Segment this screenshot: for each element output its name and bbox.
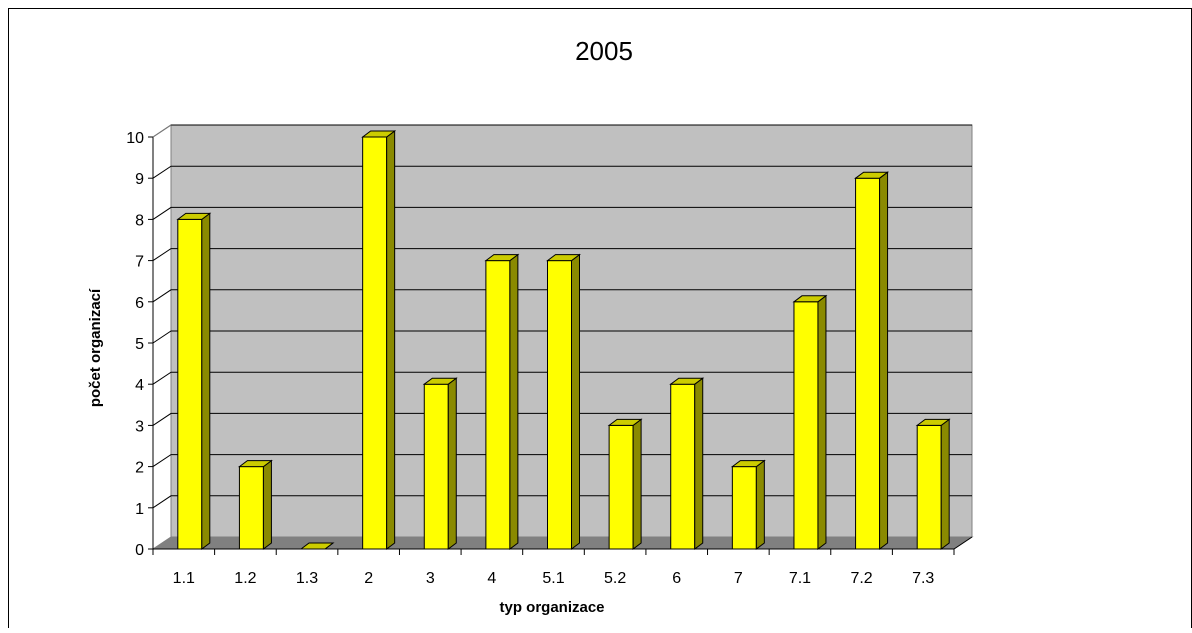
y-tick-label: 2 [135, 460, 144, 477]
bar [917, 419, 949, 549]
y-tick-label: 8 [135, 212, 144, 229]
bar [363, 131, 395, 549]
x-tick-label: 7 [734, 570, 743, 587]
bar-front [732, 467, 756, 549]
bar-front [856, 178, 880, 549]
bar-side [510, 255, 518, 549]
y-tick-label: 0 [135, 542, 144, 559]
bar-side [880, 172, 888, 549]
y-tick-label: 1 [135, 501, 144, 518]
bar-front [794, 302, 818, 549]
bar-side [387, 131, 395, 549]
y-tick-label: 6 [135, 295, 144, 312]
y-axis-title: počet organizací [87, 288, 104, 407]
x-tick-label: 7.1 [789, 570, 811, 587]
bar-front [363, 137, 387, 549]
bar [178, 213, 210, 549]
bar-side [941, 419, 949, 549]
bar-side [263, 461, 271, 549]
bar-front [239, 467, 263, 549]
y-tick-label: 3 [135, 418, 144, 435]
bar [856, 172, 888, 549]
bar [548, 255, 580, 549]
bar-side [448, 378, 456, 549]
x-tick-label: 5.1 [542, 570, 564, 587]
bar [732, 461, 764, 549]
bar-side [633, 419, 641, 549]
x-tick-label: 1.1 [173, 570, 195, 587]
bar-side [202, 213, 210, 549]
bar-front [609, 425, 633, 549]
bar-side [818, 296, 826, 549]
x-tick-label: 6 [672, 570, 681, 587]
bar-front [917, 425, 941, 549]
y-tick-label: 9 [135, 171, 144, 188]
bar [424, 378, 456, 549]
y-tick-label: 7 [135, 254, 144, 271]
y-tick-label: 4 [135, 377, 144, 394]
bar-side [695, 378, 703, 549]
x-tick-label: 1.3 [296, 570, 318, 587]
y-axis-depth-line [153, 125, 171, 137]
bar-front [548, 261, 572, 549]
bar-side [756, 461, 764, 549]
x-tick-label: 7.3 [912, 570, 934, 587]
y-tick-label: 10 [126, 130, 144, 147]
bar [794, 296, 826, 549]
bar-front [486, 261, 510, 549]
y-axis: 0 1 2 3 4 5 6 7 8 9 10 [126, 125, 171, 559]
bar [486, 255, 518, 549]
bar [239, 461, 271, 549]
x-tick-label: 7.2 [850, 570, 872, 587]
bar [609, 419, 641, 549]
x-tick-label: 5.2 [604, 570, 626, 587]
x-axis-title: typ organizace [499, 599, 604, 616]
bar [671, 378, 703, 549]
x-tick-label: 4 [487, 570, 496, 587]
chart-title: 2005 [575, 36, 633, 66]
x-tick-label: 1.2 [234, 570, 256, 587]
x-tick-label: 2 [364, 570, 373, 587]
y-tick-label: 5 [135, 336, 144, 353]
x-tick-label: 3 [426, 570, 435, 587]
bar-front [178, 219, 202, 549]
bar-front [424, 384, 448, 549]
bar-front [671, 384, 695, 549]
bar-side [572, 255, 580, 549]
